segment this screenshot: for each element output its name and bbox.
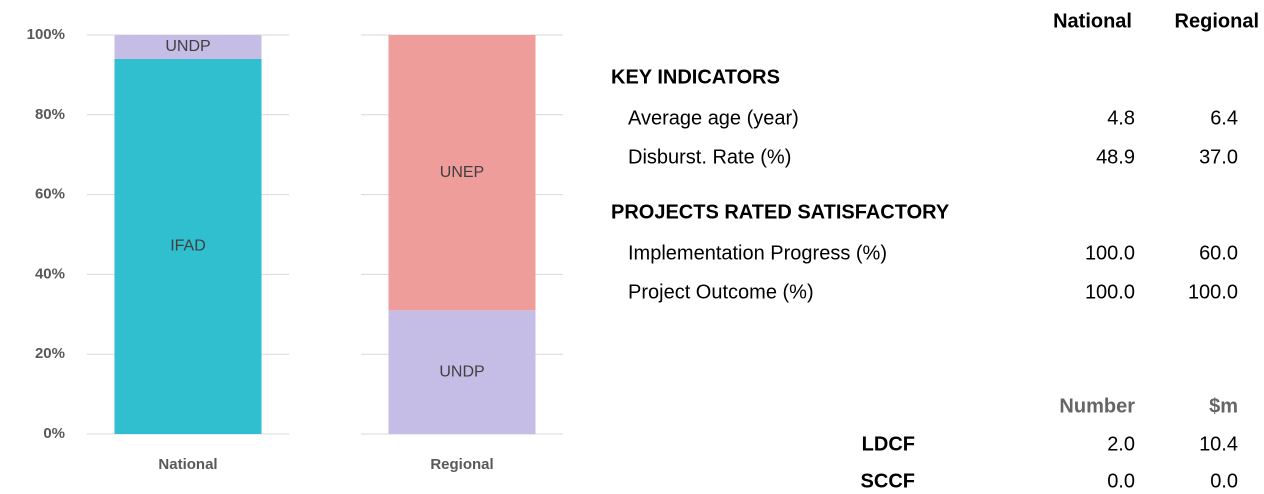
y-tick-label: 40% [35,265,65,282]
row-label: SCCF [861,470,915,492]
segment-label: UNEP [440,164,484,181]
y-tick-label: 80% [35,106,65,123]
cell-value: 2.0 [1107,433,1135,455]
cell-value: 6.4 [1210,107,1238,129]
cell-value: 4.8 [1107,107,1135,129]
cell-value: 100.0 [1085,242,1135,264]
x-tick-label: National [158,456,217,473]
segment-label: UNDP [165,38,210,55]
section-title: KEY INDICATORS [611,66,780,88]
cell-value: 60.0 [1199,242,1238,264]
cell-value: 0.0 [1210,470,1238,492]
cell-value: 37.0 [1199,146,1238,168]
y-tick-label: 60% [35,186,65,203]
cell-value: 0.0 [1107,470,1135,492]
column-header: Regional [1175,10,1259,32]
segment-label: IFAD [170,238,206,255]
y-tick-label: 100% [27,26,65,43]
y-tick-label: 0% [43,425,65,442]
column-header: $m [1209,395,1238,417]
column-header: National [1053,10,1132,32]
cell-value: 100.0 [1188,281,1238,303]
bar-segment [114,58,262,434]
row-label: Disburst. Rate (%) [628,146,791,168]
row-label: Project Outcome (%) [628,281,814,303]
cell-value: 48.9 [1096,146,1135,168]
x-tick-label: Regional [430,456,493,473]
bar-segment [388,35,536,311]
bar-segment [388,310,536,434]
row-label: Average age (year) [628,107,799,129]
cell-value: 10.4 [1199,433,1238,455]
segment-label: UNDP [439,363,484,380]
bar-segment [114,35,262,59]
cell-value: 100.0 [1085,281,1135,303]
y-tick-label: 20% [35,345,65,362]
row-label: LDCF [862,433,915,455]
column-header: Number [1059,395,1135,417]
row-label: Implementation Progress (%) [628,242,887,264]
section-title: PROJECTS RATED SATISFACTORY [611,201,950,223]
